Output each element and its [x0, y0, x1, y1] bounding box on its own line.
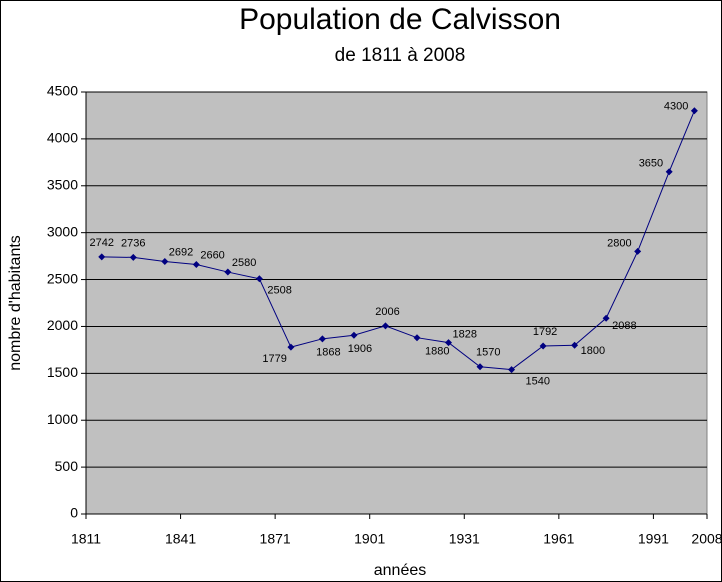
data-label: 4300 — [664, 101, 688, 113]
data-label: 1540 — [526, 375, 550, 387]
marker — [381, 322, 389, 330]
y-tick-label: 3000 — [47, 223, 78, 239]
x-tick-label: 1961 — [543, 531, 574, 547]
data-label: 1570 — [476, 347, 500, 359]
marker — [161, 258, 169, 266]
x-tick-label: 1901 — [354, 531, 385, 547]
data-label: 2088 — [612, 320, 636, 332]
x-tick-label: 1931 — [449, 531, 480, 547]
data-label: 2742 — [90, 237, 114, 249]
marker — [508, 366, 516, 374]
marker — [413, 334, 421, 342]
y-tick-label: 1000 — [47, 411, 78, 427]
y-tick-label: 4500 — [47, 83, 78, 99]
marker — [318, 335, 326, 343]
x-tick-label: 1811 — [71, 531, 101, 547]
y-tick-label: 1500 — [47, 364, 78, 380]
marker — [129, 253, 137, 261]
y-tick-label: 500 — [55, 458, 79, 474]
data-label: 1828 — [453, 328, 477, 340]
data-label: 2692 — [169, 246, 193, 258]
x-axis-label: années — [374, 562, 427, 579]
marker — [634, 247, 642, 255]
x-tick-label: 1871 — [260, 531, 291, 547]
marker — [98, 253, 106, 261]
data-label: 1792 — [533, 326, 557, 338]
marker — [476, 363, 484, 371]
data-label: 1880 — [425, 346, 449, 358]
y-tick-label: 4000 — [47, 130, 78, 146]
marker — [287, 343, 295, 351]
data-label: 1800 — [581, 345, 605, 357]
data-label: 1906 — [348, 343, 372, 355]
marker — [602, 314, 610, 322]
data-label: 2580 — [232, 257, 256, 269]
marker — [690, 107, 698, 115]
line — [101, 110, 695, 371]
marker — [192, 261, 200, 269]
data-label: 2736 — [121, 237, 145, 249]
data-label: 2800 — [607, 237, 631, 249]
data-label: 2006 — [375, 306, 399, 318]
marker — [350, 331, 358, 339]
data-label: 1779 — [262, 353, 286, 365]
data-label: 2660 — [200, 249, 224, 261]
marker — [255, 275, 263, 283]
x-tick-label: 1841 — [165, 531, 196, 547]
plot-area — [85, 91, 708, 515]
chart-subtitle: de 1811 à 2008 — [335, 45, 466, 66]
y-tick-label: 0 — [70, 505, 78, 521]
marker — [571, 341, 579, 349]
x-tick-label: 2008 — [691, 531, 722, 547]
marker — [445, 339, 453, 347]
y-tick-label: 2500 — [47, 270, 78, 286]
marker — [665, 168, 673, 176]
y-tick-label: 3500 — [47, 176, 78, 192]
data-label: 1868 — [316, 347, 340, 359]
marker — [539, 342, 547, 350]
chart-title: Population de Calvisson — [239, 3, 561, 36]
marker — [224, 268, 232, 276]
data-label: 2508 — [267, 285, 291, 297]
data-label: 3650 — [639, 158, 663, 170]
y-axis-label: nombre d'habitants — [7, 235, 24, 371]
y-tick-label: 2000 — [47, 317, 78, 333]
x-tick-label: 1991 — [638, 531, 669, 547]
